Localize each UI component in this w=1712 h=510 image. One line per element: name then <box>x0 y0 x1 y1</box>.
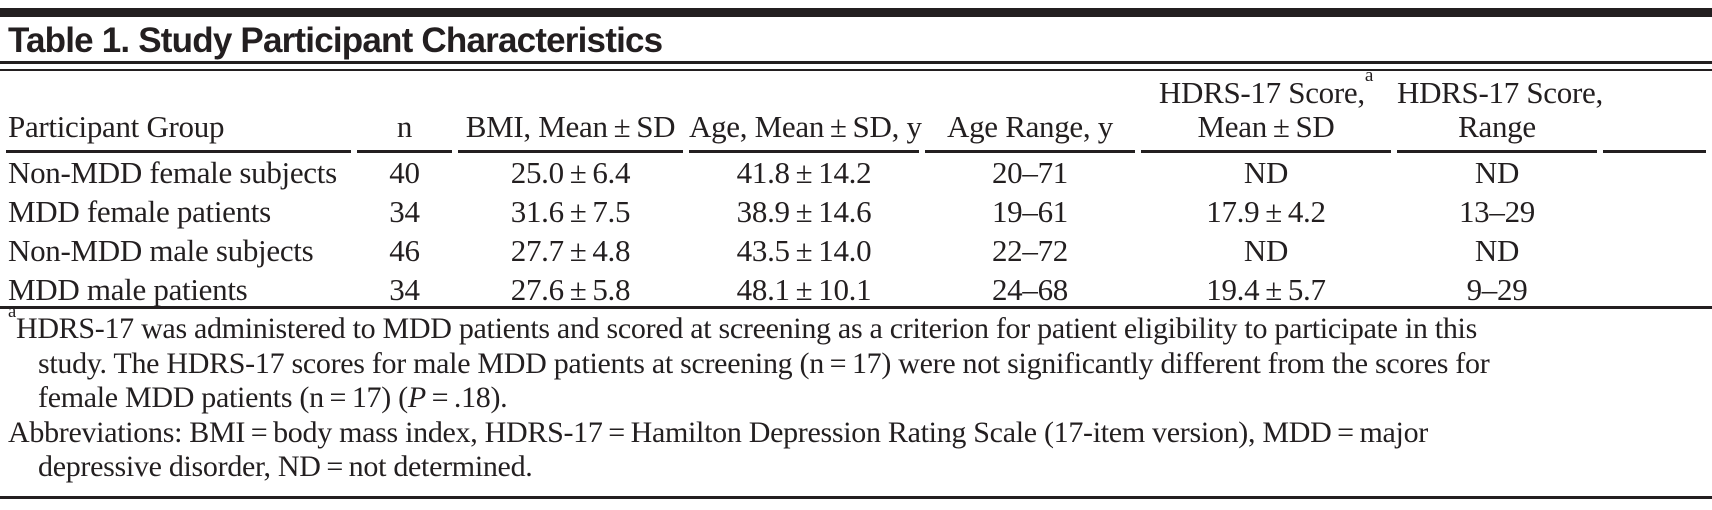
cell-n: 46 <box>389 233 420 268</box>
footnote-a-text: HDRS-17 was administered to MDD patients… <box>15 312 1477 345</box>
cell-age-range: 22–72 <box>991 233 1068 268</box>
cell-bmi: 27.6 ± 5.8 <box>510 272 631 307</box>
header-spacer <box>1603 76 1706 153</box>
footnote-a-marker: a <box>8 300 16 322</box>
cell-hdrs-mean: 17.9 ± 4.2 <box>1206 194 1326 229</box>
table-header: Participant Group n BMI, Mean ± SD Age, … <box>6 66 1706 153</box>
table-row: MDD male patients 34 27.6 ± 5.8 48.1 ± 1… <box>6 270 1706 309</box>
cell-n: 40 <box>389 155 420 190</box>
abbreviations-line1: Abbreviations: BMI = body mass index, HD… <box>8 415 1428 449</box>
abbreviations-line2: depressive disorder, ND = not determined… <box>38 450 533 483</box>
top-rule-bar <box>0 8 1712 17</box>
header-row: Participant Group n BMI, Mean ± SD Age, … <box>6 66 1706 153</box>
cell-spacer <box>1603 153 1706 192</box>
cell-n: 34 <box>389 272 420 307</box>
p-value-symbol: P <box>407 381 426 414</box>
cell-group: MDD male patients <box>8 272 248 307</box>
cell-age-mean: 43.5 ± 14.0 <box>736 233 872 268</box>
table-row: Non-MDD male subjects 46 27.7 ± 4.8 43.5… <box>6 231 1706 270</box>
table-title: Table 1. Study Participant Characteristi… <box>8 21 663 60</box>
col-header-n: n <box>357 76 452 153</box>
title-rule-thin <box>0 69 1712 71</box>
cell-spacer <box>1603 192 1706 231</box>
cell-hdrs-range: ND <box>1474 155 1520 190</box>
cell-age-range: 24–68 <box>991 272 1068 307</box>
cell-group: MDD female patients <box>8 194 271 229</box>
hdrs-mean-header-line2: Mean ± SD <box>1197 109 1335 144</box>
participants-table: Participant Group n BMI, Mean ± SD Age, … <box>0 66 1712 309</box>
cell-hdrs-mean: ND <box>1243 233 1289 268</box>
cell-bmi: 27.7 ± 4.8 <box>510 233 631 268</box>
col-header-hdrs-mean: HDRS-17 Score,a Mean ± SD <box>1141 66 1391 153</box>
cell-age-mean: 38.9 ± 14.6 <box>736 194 872 229</box>
table-row: Non-MDD female subjects 40 25.0 ± 6.4 41… <box>6 153 1706 192</box>
bottom-rule <box>0 496 1712 499</box>
table-row: MDD female patients 34 31.6 ± 7.5 38.9 ±… <box>6 192 1706 231</box>
col-header-hdrs-range: HDRS-17 Score, Range <box>1397 76 1603 153</box>
cell-hdrs-range: 9–29 <box>1466 272 1528 307</box>
table-body: Non-MDD female subjects 40 25.0 ± 6.4 41… <box>6 153 1706 309</box>
col-header-participant-group: Participant Group <box>6 76 351 153</box>
cell-bmi: 25.0 ± 6.4 <box>510 155 631 190</box>
col-header-bmi: BMI, Mean ± SD <box>458 76 683 153</box>
cell-group: Non-MDD female subjects <box>8 155 337 190</box>
cell-hdrs-range: ND <box>1474 233 1520 268</box>
footnote-a-line2: study. The HDRS-17 scores for male MDD p… <box>38 346 1490 380</box>
footnote-a-marker: a <box>1364 65 1374 87</box>
cell-group: Non-MDD male subjects <box>8 233 314 268</box>
cell-bmi: 31.6 ± 7.5 <box>510 194 631 229</box>
cell-age-mean: 48.1 ± 10.1 <box>736 272 872 307</box>
cell-hdrs-range: 13–29 <box>1458 194 1535 229</box>
cell-age-range: 19–61 <box>991 194 1068 229</box>
footnote-a-line3: female MDD patients (n = 17) (P = .18). <box>8 381 1708 416</box>
hdrs-range-header-line2: Range <box>1458 109 1536 144</box>
footnotes: aHDRS-17 was administered to MDD patient… <box>8 302 1708 485</box>
cell-hdrs-mean: 19.4 ± 5.7 <box>1206 272 1326 307</box>
title-rule-thick <box>0 61 1712 64</box>
cell-spacer <box>1603 270 1706 309</box>
col-header-age-mean: Age, Mean ± SD, y <box>689 76 922 153</box>
hdrs-mean-header-line1: HDRS-17 Score, <box>1158 75 1365 110</box>
footnote-a-line3-pre: female MDD patients (n = 17) ( <box>38 381 408 414</box>
hdrs-range-header-line1: HDRS-17 Score, <box>1397 75 1603 110</box>
cell-age-mean: 41.8 ± 14.2 <box>736 155 872 190</box>
table-bottom-rule <box>0 306 1712 309</box>
col-header-age-range: Age Range, y <box>925 76 1135 153</box>
cell-hdrs-mean: ND <box>1243 155 1289 190</box>
cell-spacer <box>1603 231 1706 270</box>
footnote-a-line3-post: = .18). <box>425 381 508 414</box>
cell-age-range: 20–71 <box>991 155 1068 190</box>
cell-n: 34 <box>389 194 420 229</box>
footnote-a-line1: aHDRS-17 was administered to MDD patient… <box>8 302 1708 347</box>
